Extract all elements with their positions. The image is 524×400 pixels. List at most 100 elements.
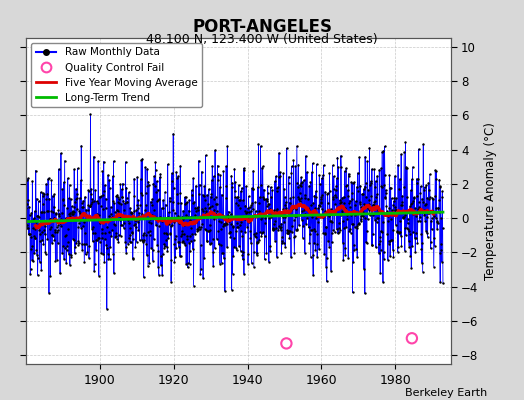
Point (418, 196, 426, 202)
Point (315, 214, 324, 220)
Point (369, 212, 377, 219)
Point (34, 254, 42, 261)
Point (181, 242, 189, 248)
Point (231, 188, 239, 194)
Point (81, 211, 90, 218)
Point (285, 235, 293, 242)
Point (157, 205, 166, 211)
Point (352, 184, 361, 190)
Point (197, 224, 205, 230)
Point (65, 211, 73, 218)
Point (42, 190, 51, 197)
Point (428, 214, 436, 221)
Point (353, 224, 361, 231)
Point (439, 225, 447, 231)
Point (255, 194, 264, 200)
Point (327, 268, 335, 274)
Point (203, 212, 212, 219)
Point (396, 228, 405, 235)
Point (306, 231, 314, 238)
Point (113, 192, 122, 198)
Point (31, 226, 39, 232)
Point (420, 207, 429, 214)
Point (227, 221, 235, 227)
Point (223, 221, 231, 228)
Point (178, 238, 187, 245)
Point (370, 198, 379, 204)
Point (289, 157, 298, 164)
Point (134, 205, 142, 211)
Point (338, 194, 346, 201)
Point (321, 230, 330, 236)
Point (223, 244, 231, 251)
Point (389, 198, 398, 204)
Point (224, 208, 233, 215)
Point (403, 165, 411, 172)
Point (241, 202, 249, 209)
Point (383, 212, 391, 218)
Point (344, 254, 353, 261)
Point (286, 195, 294, 202)
Point (249, 168, 257, 174)
Point (249, 264, 258, 270)
Point (407, 201, 415, 207)
Point (183, 199, 191, 206)
Point (115, 232, 123, 238)
Point (350, 179, 358, 186)
Point (334, 230, 342, 237)
Point (144, 263, 152, 269)
Point (53, 229, 61, 236)
Point (110, 220, 118, 227)
Point (173, 213, 182, 219)
Point (60, 202, 69, 208)
Point (28, 224, 37, 231)
Point (168, 199, 177, 206)
Point (90, 215, 98, 221)
Point (83, 216, 91, 222)
Point (316, 181, 324, 188)
Point (433, 226, 441, 232)
Point (390, 204, 399, 210)
Point (411, 213, 420, 219)
Point (48, 232, 56, 238)
Point (190, 220, 199, 226)
Point (119, 225, 128, 231)
Point (64, 195, 73, 202)
Point (403, 194, 411, 200)
Point (290, 234, 298, 241)
Point (286, 228, 294, 234)
Point (171, 236, 179, 242)
Point (215, 212, 224, 219)
Point (63, 175, 72, 181)
Point (128, 210, 136, 216)
Point (29, 216, 37, 223)
Point (115, 196, 123, 202)
Point (265, 201, 274, 208)
Point (231, 179, 239, 185)
Point (283, 227, 291, 234)
Point (380, 256, 388, 262)
Point (164, 234, 172, 241)
Point (324, 213, 333, 219)
Point (263, 198, 271, 204)
Point (398, 201, 406, 208)
Point (329, 227, 337, 234)
Point (167, 257, 176, 263)
Point (331, 187, 340, 193)
Point (384, 237, 392, 244)
Point (71, 250, 79, 256)
Point (80, 219, 88, 226)
Point (77, 177, 85, 184)
Point (300, 177, 308, 184)
Point (227, 286, 236, 293)
Point (259, 196, 268, 202)
Point (302, 205, 311, 212)
Point (374, 207, 382, 213)
Point (81, 251, 90, 258)
Point (188, 192, 196, 198)
Point (424, 196, 433, 203)
Point (405, 238, 413, 244)
Point (142, 202, 150, 208)
Point (238, 252, 247, 258)
Point (435, 176, 443, 183)
